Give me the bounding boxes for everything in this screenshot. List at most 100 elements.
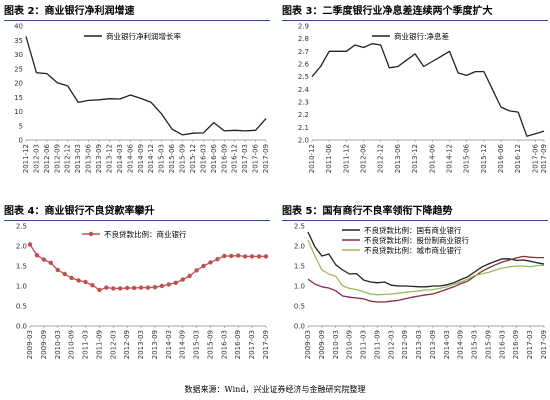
chart5-y-tick-label: 2.5: [294, 223, 305, 231]
chart3-x-tick-label: 2014-12: [445, 144, 453, 173]
chart3-x-tick-label: 2014-06: [428, 143, 436, 173]
chart5-series-line-0: [307, 231, 545, 288]
chart5-y-tick-label: 0.5: [294, 303, 305, 311]
chart4-x-tick-label: 2013-09: [151, 330, 159, 359]
chart4-x-tick-label: 2014-09: [179, 330, 187, 359]
chart2-x-tick-label: 2013-03: [74, 144, 82, 173]
chart4-data-point: [34, 253, 40, 258]
chart2-x-tick-label: 2014-09: [137, 144, 145, 173]
chart3-y-tick-label: 2.3: [298, 99, 309, 107]
chart4-data-point: [124, 285, 130, 291]
chart2-y-tick-label: 25: [14, 65, 23, 73]
chart4-legend-label: 不良贷款比例：商业银行: [104, 229, 187, 239]
chart5-series-line-1: [307, 255, 544, 303]
chart4-x-tick-label: 2009-03: [26, 330, 34, 359]
chart2-x-tick-label: 2017-09: [262, 144, 270, 173]
chart3-y-tick-label: 2.9: [298, 23, 309, 31]
chart4-y-tick-label: 0.5: [16, 303, 27, 311]
chart2-y-tick-label: 0: [19, 137, 23, 145]
chart4-data-point: [111, 286, 116, 291]
chart4-panel: 图表 4：商业银行不良贷款率攀升 0.0 0.5 1.0 1.5 2.0 2.5 2009-…: [4, 204, 270, 382]
chart5-legend-label: 不良贷款比例：股份制商业银行: [364, 235, 469, 245]
chart2-title: 图表 2：商业银行净利润增速: [4, 4, 270, 21]
chart3-series-line-0: [311, 43, 545, 137]
chart5-panel: 图表 5：国有商行不良率领衔下降趋势 0.0 0.5 1.0 1.5 2.0 2.5 200…: [282, 204, 548, 382]
chart5-x-tick-label: 2016-09: [512, 330, 520, 359]
chart5-x-tick-label: 2014-09: [457, 330, 465, 359]
chart3-y-tick-label: 2.8: [298, 35, 309, 43]
chart4-y-tick-label: 2.0: [16, 243, 27, 251]
chart4-x-tick-label: 2010-09: [68, 330, 76, 359]
chart4-data-point: [180, 277, 185, 282]
chart4-data-point: [27, 242, 33, 247]
chart4-data-point: [229, 253, 234, 259]
chart4-x-tick-label: 2012-03: [109, 330, 117, 359]
chart4-data-point: [249, 254, 255, 259]
chart2-x-tick-label: 2017-06: [252, 143, 260, 173]
chart5-x-tick-label: 2011-03: [360, 330, 368, 359]
chart2-x-tick-label: 2016-12: [231, 144, 239, 173]
chart2-y-tick-label: 40: [14, 23, 23, 31]
chart3-x-tick-label: 2015-06: [463, 143, 471, 173]
chart4-x-tick-label: 2010-03: [54, 330, 62, 359]
chart5-x-tick-label: 2009-03: [304, 330, 312, 359]
chart2-x-tick-label: 2014-03: [116, 144, 124, 173]
chart4-data-point: [256, 254, 262, 259]
chart2-x-tick-label: 2017-03: [241, 144, 249, 173]
chart3-y-tick-label: 2.0: [298, 137, 309, 145]
chart4-data-point: [208, 260, 213, 265]
chart4-data-point: [236, 253, 241, 258]
chart5-y-tick-label: 0.0: [294, 323, 305, 331]
chart3-x-tick-label: 2012-12: [377, 144, 385, 173]
chart5-x-tick-label: 2016-03: [498, 330, 506, 359]
chart4-x-tick-label: 2015-09: [206, 330, 214, 359]
chart2-x-tick-label: 2012-06: [43, 143, 51, 173]
chart3-x-tick-label: 2016-12: [514, 144, 522, 173]
chart4-data-point: [83, 279, 88, 285]
chart5-x-tick-label: 2013-03: [415, 330, 423, 359]
chart2-legend-label: 商业银行净利润增长率: [106, 31, 181, 41]
chart5-x-tick-label: 2015-09: [484, 330, 492, 359]
chart4-data-point: [194, 268, 199, 273]
chart4-data-point: [222, 253, 227, 259]
chart4-data-point: [90, 283, 95, 288]
chart2-x-tick-label: 2015-09: [179, 144, 187, 173]
chart4-data-point: [152, 285, 158, 290]
chart2-y-tick-label: 30: [14, 51, 23, 59]
chart2-x-tick-label: 2014-12: [147, 144, 155, 173]
chart2-x-tick-label: 2015-06: [168, 143, 176, 173]
chart4-data-point: [187, 273, 192, 279]
chart4-data-point: [159, 283, 165, 289]
chart3-x-tick-label: 2015-12: [480, 144, 488, 173]
chart4-data-point: [55, 267, 60, 273]
chart4-svg: 0.0 0.5 1.0 1.5 2.0 2.5 2009-03 2009-09 2010-03 2…: [16, 223, 270, 360]
chart4-x-tick-label: 2016-09: [234, 330, 242, 359]
chart2-y-tick-label: 35: [14, 37, 23, 45]
chart2-series-line-0: [25, 36, 267, 136]
chart4-data-point: [69, 275, 74, 281]
chart2-x-tick-label: 2013-12: [105, 144, 113, 173]
chart2-x-tick-label: 2013-06: [85, 143, 93, 173]
chart4-data-point: [242, 254, 248, 259]
chart4-x-tick-label: 2011-09: [95, 330, 103, 359]
chart3-panel: 图表 3：二季度银行业净息差连续两个季度扩大 2.0 2.1 2.2 2.3 2.4 2.…: [282, 4, 548, 184]
chart4-data-point: [166, 282, 172, 287]
chart3-x-tick-label: 2017-09: [540, 144, 548, 173]
chart4-legend-marker: [88, 231, 94, 237]
source-note: 数据来源：Wind，兴业证券经济与金融研究院整理: [184, 385, 366, 394]
chart5-x-tick-label: 2009-09: [318, 330, 326, 359]
chart3-y-tick-label: 2.4: [298, 86, 310, 94]
chart5-legend-label: 不良贷款比例：城市商业银行: [364, 245, 462, 255]
chart2-x-tick-label: 2011-12: [22, 144, 30, 173]
chart2-x-tick-label: 2015-12: [189, 144, 197, 173]
chart4-data-point: [263, 254, 269, 259]
chart4-data-point: [145, 285, 151, 290]
chart5-title: 图表 5：国有商行不良率领衔下降趋势: [282, 204, 548, 221]
chart4-x-tick-label: 2009-09: [40, 330, 48, 359]
chart4-data-point: [215, 257, 220, 262]
chart5-x-tick-label: 2012-09: [401, 330, 409, 359]
chart3-legend-label: 商业银行:净息差: [394, 31, 450, 41]
chart4-x-tick-label: 2016-03: [220, 330, 228, 359]
chart4-x-tick-label: 2017-09: [262, 330, 270, 359]
chart5-series-line-2: [307, 239, 545, 296]
